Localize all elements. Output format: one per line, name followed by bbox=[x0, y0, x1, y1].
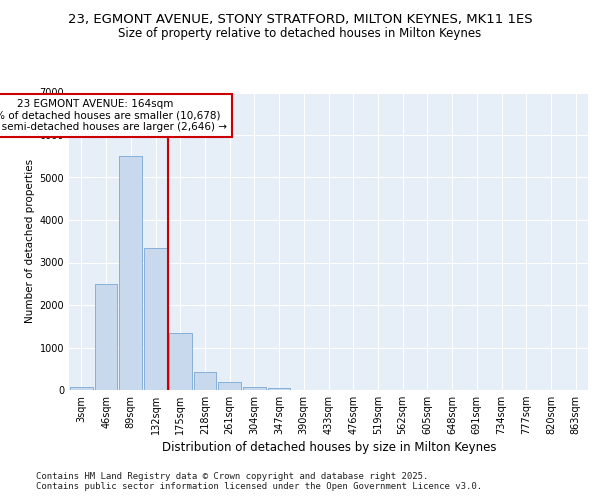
Bar bbox=[268, 388, 290, 390]
Text: 23, EGMONT AVENUE, STONY STRATFORD, MILTON KEYNES, MK11 1ES: 23, EGMONT AVENUE, STONY STRATFORD, MILT… bbox=[68, 12, 532, 26]
Bar bbox=[144, 248, 167, 390]
Text: Size of property relative to detached houses in Milton Keynes: Size of property relative to detached ho… bbox=[118, 28, 482, 40]
Bar bbox=[194, 372, 216, 390]
Text: Contains HM Land Registry data © Crown copyright and database right 2025.
Contai: Contains HM Land Registry data © Crown c… bbox=[36, 472, 482, 491]
Bar bbox=[169, 332, 191, 390]
Bar bbox=[70, 387, 93, 390]
Bar bbox=[95, 284, 118, 390]
Text: 23 EGMONT AVENUE: 164sqm
← 80% of detached houses are smaller (10,678)
20% of se: 23 EGMONT AVENUE: 164sqm ← 80% of detach… bbox=[0, 99, 227, 132]
Bar bbox=[119, 156, 142, 390]
Y-axis label: Number of detached properties: Number of detached properties bbox=[25, 159, 35, 324]
Bar bbox=[218, 382, 241, 390]
Text: Distribution of detached houses by size in Milton Keynes: Distribution of detached houses by size … bbox=[161, 441, 496, 454]
Bar bbox=[243, 387, 266, 390]
